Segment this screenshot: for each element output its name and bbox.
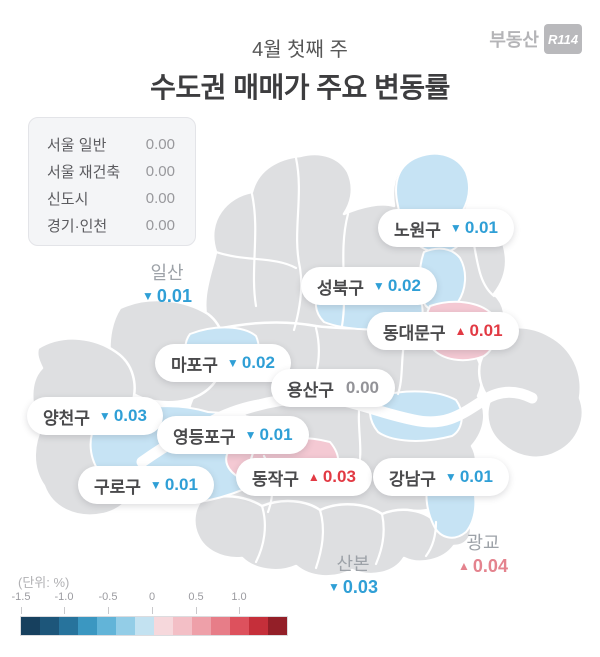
district-name: 구로구 (94, 477, 141, 497)
down-triangle-icon: ▼ (98, 409, 111, 423)
scale-tick-mark (21, 607, 22, 614)
scale-segment (21, 617, 40, 635)
scale-tick-label: -0.5 (98, 591, 118, 603)
up-triangle-icon: ▲ (307, 470, 320, 484)
page-subtitle: 4월 첫째 주 (252, 39, 348, 61)
label-gwanggyo: 광교 ▲ 0.04 (438, 532, 528, 577)
summary-label: 서울 재건축 (47, 164, 121, 181)
down-triangle-icon: ▼ (142, 288, 154, 303)
down-triangle-icon: ▼ (328, 579, 340, 594)
district-value: ▼ 0.01 (444, 467, 493, 486)
down-triangle-icon: ▼ (149, 478, 162, 492)
scale-segment (268, 617, 287, 635)
district-value: ▲ 0.01 (454, 321, 503, 340)
summary-label: 신도시 (47, 191, 89, 208)
summary-value: 0.00 (145, 217, 175, 234)
summary-value: 0.00 (145, 136, 175, 153)
summary-value: 0.00 (145, 163, 175, 180)
scale-segment (78, 617, 97, 635)
district-name: 용산구 (287, 380, 334, 400)
district-name: 동작구 (252, 469, 299, 489)
scale-segment (173, 617, 192, 635)
summary-row: 경기·인천 0.00 (47, 212, 175, 239)
region-value: ▲ 0.04 (458, 555, 508, 576)
summary-box: 서울 일반 0.00 서울 재건축 0.00 신도시 0.00 경기·인천 0.… (28, 117, 196, 246)
scale-tick-mark (152, 607, 153, 614)
pill-guro: 구로구 ▼ 0.01 (78, 466, 214, 504)
scale-segment (230, 617, 249, 635)
district-value: ▼ 0.01 (244, 425, 293, 444)
brand-logo: 부동산 R114 (489, 24, 582, 54)
scale-bar (20, 616, 288, 636)
scale-segment (154, 617, 173, 635)
down-triangle-icon: ▼ (244, 428, 257, 442)
scale-tick-mark (64, 607, 65, 614)
up-triangle-icon: ▲ (454, 324, 467, 338)
scale-segment (192, 617, 211, 635)
pill-yongsan: 용산구 0.00 (271, 369, 396, 407)
scale-segment (249, 617, 268, 635)
scale-tick-label: -1.5 (11, 591, 31, 603)
scale-tick-mark (239, 607, 240, 614)
summary-value: 0.00 (145, 190, 175, 207)
brand-logo-text: 부동산 (489, 30, 539, 50)
pill-yangcheon: 양천구 ▼ 0.03 (27, 397, 163, 435)
page-title: 수도권 매매가 주요 변동률 (150, 72, 450, 103)
scale-segment (116, 617, 135, 635)
district-value: ▼ 0.02 (226, 353, 275, 372)
district-name: 동대문구 (383, 323, 446, 343)
scale-tick-label: 0.5 (188, 591, 204, 603)
district-value: ▼ 0.01 (449, 218, 498, 237)
district-name: 강남구 (389, 469, 436, 489)
scale-segment (211, 617, 230, 635)
summary-row: 신도시 0.00 (47, 185, 175, 212)
pill-seongbuk: 성북구 ▼ 0.02 (301, 267, 437, 305)
district-value: 0.00 (345, 378, 380, 397)
region-name: 광교 (466, 533, 500, 553)
scale-segment (59, 617, 78, 635)
pill-nowon: 노원구 ▼ 0.01 (378, 209, 514, 247)
district-name: 성북구 (317, 278, 364, 298)
down-triangle-icon: ▼ (449, 221, 462, 235)
scale-segment (135, 617, 154, 635)
unit-label: (단위: %) (18, 575, 70, 590)
down-triangle-icon: ▼ (444, 470, 457, 484)
district-value: ▼ 0.01 (149, 475, 198, 494)
brand-logo-badge: R114 (544, 24, 582, 54)
district-name: 노원구 (394, 220, 441, 240)
district-value: ▼ 0.03 (98, 406, 147, 425)
summary-row: 서울 재건축 0.00 (47, 158, 175, 185)
scale-segment (40, 617, 59, 635)
scale-tick-mark (196, 607, 197, 614)
district-value: ▼ 0.02 (372, 276, 421, 295)
label-ilsan: 일산 ▼ 0.01 (122, 262, 212, 307)
scale-tick-label: -1.0 (54, 591, 74, 603)
up-triangle-icon: ▲ (458, 558, 470, 573)
region-value: ▼ 0.01 (142, 285, 192, 306)
down-triangle-icon: ▼ (372, 279, 385, 293)
summary-label: 서울 일반 (47, 137, 107, 154)
region-name: 산본 (336, 554, 370, 574)
summary-label: 경기·인천 (47, 218, 108, 235)
scale-segment (97, 617, 116, 635)
pill-dongjak: 동작구 ▲ 0.03 (236, 458, 372, 496)
district-value: ▲ 0.03 (307, 467, 356, 486)
district-name: 양천구 (43, 408, 90, 428)
scale-tick-mark (108, 607, 109, 614)
summary-row: 서울 일반 0.00 (47, 131, 175, 158)
region-value: ▼ 0.03 (328, 576, 378, 597)
label-sanbon: 산본 ▼ 0.03 (308, 553, 398, 598)
pill-dongdaemun: 동대문구 ▲ 0.01 (367, 312, 519, 350)
district-name: 영등포구 (173, 427, 236, 447)
pill-mapo: 마포구 ▼ 0.02 (155, 344, 291, 382)
pill-yeongdeungpo: 영등포구 ▼ 0.01 (157, 416, 309, 454)
district-name: 마포구 (171, 355, 218, 375)
scale-tick-label: 0 (148, 591, 156, 603)
down-triangle-icon: ▼ (226, 356, 239, 370)
region-name: 일산 (150, 263, 184, 283)
scale-tick-label: 1.0 (231, 591, 247, 603)
pill-gangnam: 강남구 ▼ 0.01 (373, 458, 509, 496)
